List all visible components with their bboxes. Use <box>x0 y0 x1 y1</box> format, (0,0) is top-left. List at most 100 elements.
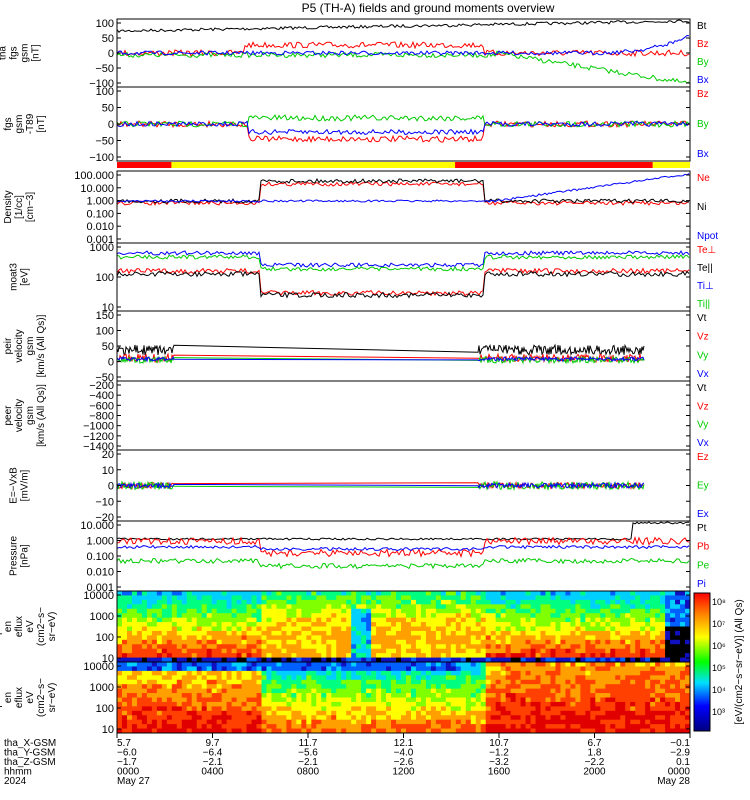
spectrogram-cell <box>366 635 372 641</box>
spectrogram-cell <box>166 648 173 654</box>
spectrogram-cell <box>401 595 407 601</box>
spectrogram-cell <box>485 608 492 614</box>
spectrogram-cell <box>141 675 148 681</box>
y-axis-label: tha peir velocity gsm [km/s (All Qs)] <box>0 314 47 377</box>
spectrogram-cell <box>535 604 541 610</box>
spectrogram-cell <box>151 710 158 716</box>
spectrogram-cell <box>401 617 407 623</box>
spectrogram-cell <box>301 715 307 721</box>
spectrogram-cell <box>655 693 661 698</box>
spectrogram-cell <box>670 604 676 610</box>
spectrogram-cell <box>665 653 671 658</box>
y-axis-label-line: [nT] <box>36 115 47 132</box>
spectrogram-cell <box>590 715 596 721</box>
spectrogram-cell <box>216 688 223 694</box>
spectrogram-cell <box>650 715 656 721</box>
spectrogram-cell <box>470 608 477 614</box>
spectrogram-cell <box>356 706 362 712</box>
spectrogram-cell <box>440 666 447 672</box>
spectrogram-cell <box>281 622 287 627</box>
spectrogram-cell <box>351 635 357 641</box>
spectrogram-cell <box>640 666 646 672</box>
spectrogram-cell <box>186 719 193 725</box>
spectrogram-cell <box>630 693 636 698</box>
spectrogram-cell <box>181 644 188 650</box>
y-axis-label: moat3 [eV] <box>9 263 31 291</box>
spectrogram-cell <box>530 675 536 681</box>
spectrogram-cell <box>425 662 432 667</box>
spectrogram-cell <box>276 710 282 716</box>
spectrogram-cell <box>256 644 262 650</box>
spectrogram-cell <box>620 622 626 627</box>
y-tick-label: 10.000 <box>80 183 114 195</box>
spectrogram-cell <box>156 662 163 667</box>
spectrogram-cell <box>176 666 183 672</box>
spectrogram-cell <box>620 688 626 694</box>
spectrogram-cell <box>595 653 601 658</box>
spectrogram-cell <box>201 639 208 645</box>
spectrogram-cell <box>650 595 656 601</box>
spectrogram-cell <box>121 626 128 632</box>
spectrogram-cell <box>236 706 242 712</box>
spectrogram-cell <box>266 724 272 729</box>
spectrogram-cell <box>425 688 432 694</box>
spectrogram-cell <box>321 648 327 654</box>
spectrogram-cell <box>415 679 422 685</box>
spectrogram-cell <box>131 644 138 650</box>
spectrogram-cell <box>296 697 302 703</box>
y-axis-label-line: [km/s (All Qs)] <box>36 314 47 377</box>
spectrogram-cell <box>396 719 402 725</box>
spectrogram-cell <box>186 644 193 650</box>
spectrogram-cell <box>266 613 272 619</box>
spectrogram-cell <box>291 662 297 667</box>
spectrogram-cell <box>670 693 676 698</box>
spectrogram-cell <box>381 715 387 721</box>
spectrogram-cell <box>361 591 367 596</box>
spectrogram-cell <box>660 591 666 596</box>
spectrogram-cell <box>590 604 596 610</box>
spectrogram-cell <box>211 599 218 605</box>
spectrogram-cell <box>386 653 392 658</box>
spectrogram-cell <box>585 662 591 667</box>
spectrogram-cell <box>535 630 541 636</box>
spectrogram-cell <box>490 688 497 694</box>
spectrogram-cell <box>266 657 272 663</box>
spectrogram-cell <box>615 688 621 694</box>
spectrogram-cell <box>430 657 437 663</box>
x-axis-value: −4.0 <box>394 748 414 759</box>
spectrogram-cell <box>520 604 526 610</box>
spectrogram-cell <box>615 613 621 619</box>
spectrogram-cell <box>410 635 417 641</box>
spectrogram-cell <box>445 728 452 734</box>
spectrogram-cell <box>191 719 198 725</box>
spectrogram-cell <box>231 715 237 721</box>
spectrogram-cell <box>515 662 521 667</box>
spectrogram-cell <box>435 670 442 676</box>
spectrogram-cell <box>635 639 641 645</box>
spectrogram-cell <box>296 599 302 605</box>
spectrogram-cell <box>510 693 517 698</box>
spectrogram-cell <box>326 684 332 690</box>
spectrogram-cell <box>555 648 561 654</box>
spectrogram-cell <box>610 604 616 610</box>
spectrogram-cell <box>435 666 442 672</box>
spectrogram-cell <box>470 706 477 712</box>
spectrogram-cell <box>166 724 173 729</box>
spectrogram-cell <box>271 648 277 654</box>
spectrogram-cell <box>141 706 148 712</box>
spectrogram-cell <box>685 657 691 663</box>
spectrogram-cell <box>615 697 621 703</box>
spectrogram-cell <box>670 617 676 623</box>
spectrogram-cell <box>311 710 317 716</box>
spectrogram-cell <box>216 724 223 729</box>
spectrogram-cell <box>565 701 571 707</box>
spectrogram-cell <box>575 724 581 729</box>
spectrogram-cell <box>510 666 517 672</box>
spectrogram-cell <box>670 715 676 721</box>
spectrogram-cell <box>435 657 442 663</box>
spectrogram-cell <box>281 697 287 703</box>
spectrogram-cell <box>216 697 223 703</box>
spectrogram-cell <box>261 670 267 676</box>
spectrogram-cell <box>191 710 198 716</box>
spectrogram-cell <box>425 604 432 610</box>
